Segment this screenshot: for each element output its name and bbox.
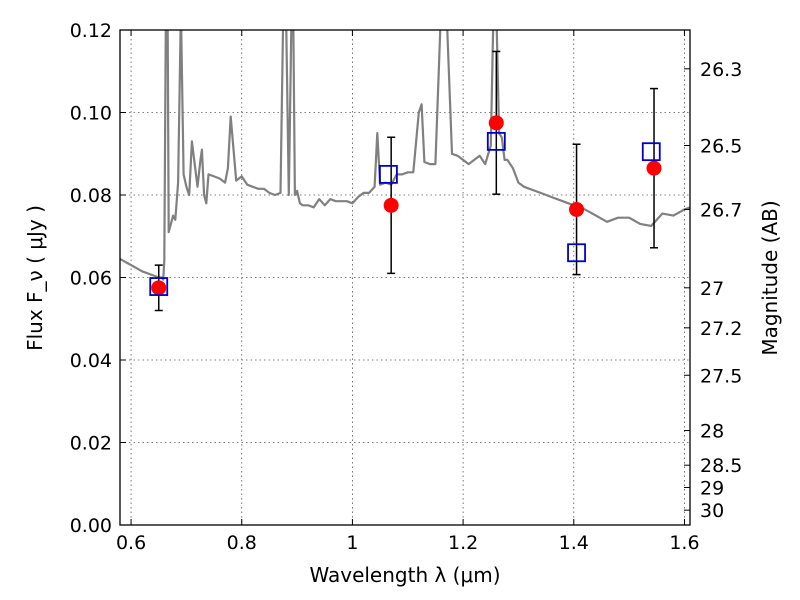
grid-lines	[120, 30, 690, 525]
y-tick-label: 0.08	[70, 185, 112, 207]
model-flux-square	[149, 277, 169, 296]
x-tick-label: 1.4	[559, 532, 589, 554]
model-flux-square	[486, 131, 506, 151]
y-tick-label: 0.06	[70, 268, 112, 290]
y-tick-label: 0.12	[70, 20, 112, 42]
model-flux-square	[567, 243, 586, 263]
observed-flux-point	[569, 201, 585, 217]
model-spectrum-line	[120, 30, 690, 281]
x-tick-label: 1	[346, 532, 358, 554]
x-tick-label: 0.6	[116, 532, 146, 554]
model-flux-square	[378, 164, 398, 184]
x-tick-label: 1.6	[669, 532, 699, 554]
right-tick-label: 28.5	[700, 455, 742, 477]
model-flux-square	[641, 142, 661, 162]
right-tick-label: 28	[700, 421, 724, 443]
plot-area	[120, 30, 690, 312]
right-tick-label: 27	[700, 278, 724, 300]
y-axis-label: Flux F_ν ( μJy )	[23, 205, 47, 351]
x-axis-label: Wavelength λ (μm)	[309, 563, 500, 587]
right-axis-label: Magnitude (AB)	[758, 200, 782, 355]
right-tick-label: 27.5	[700, 365, 742, 387]
y-tick-label: 0.10	[70, 103, 112, 125]
x-tick-label: 1.2	[448, 532, 478, 554]
observed-flux-point	[646, 160, 662, 176]
right-tick-label: 27.2	[700, 318, 742, 340]
y-tick-label: 0.00	[70, 515, 112, 537]
axis-ticks: 0.6 0.8 1 1.2 1.4 1.6 0.00 0.02 0.04 0.06 0.08 0.10…	[70, 20, 743, 554]
right-tick-label: 26.3	[700, 59, 742, 81]
observed-flux-point	[383, 197, 399, 213]
observed-flux-point	[488, 115, 504, 131]
y-tick-label: 0.02	[70, 433, 112, 455]
observed-flux-point	[151, 280, 167, 296]
right-tick-label: 26.5	[700, 136, 742, 158]
right-tick-label: 26.7	[700, 199, 742, 221]
y-tick-label: 0.04	[70, 350, 112, 372]
right-tick-label: 29	[700, 477, 724, 499]
right-tick-label: 30	[700, 500, 724, 522]
x-tick-label: 0.8	[227, 532, 257, 554]
